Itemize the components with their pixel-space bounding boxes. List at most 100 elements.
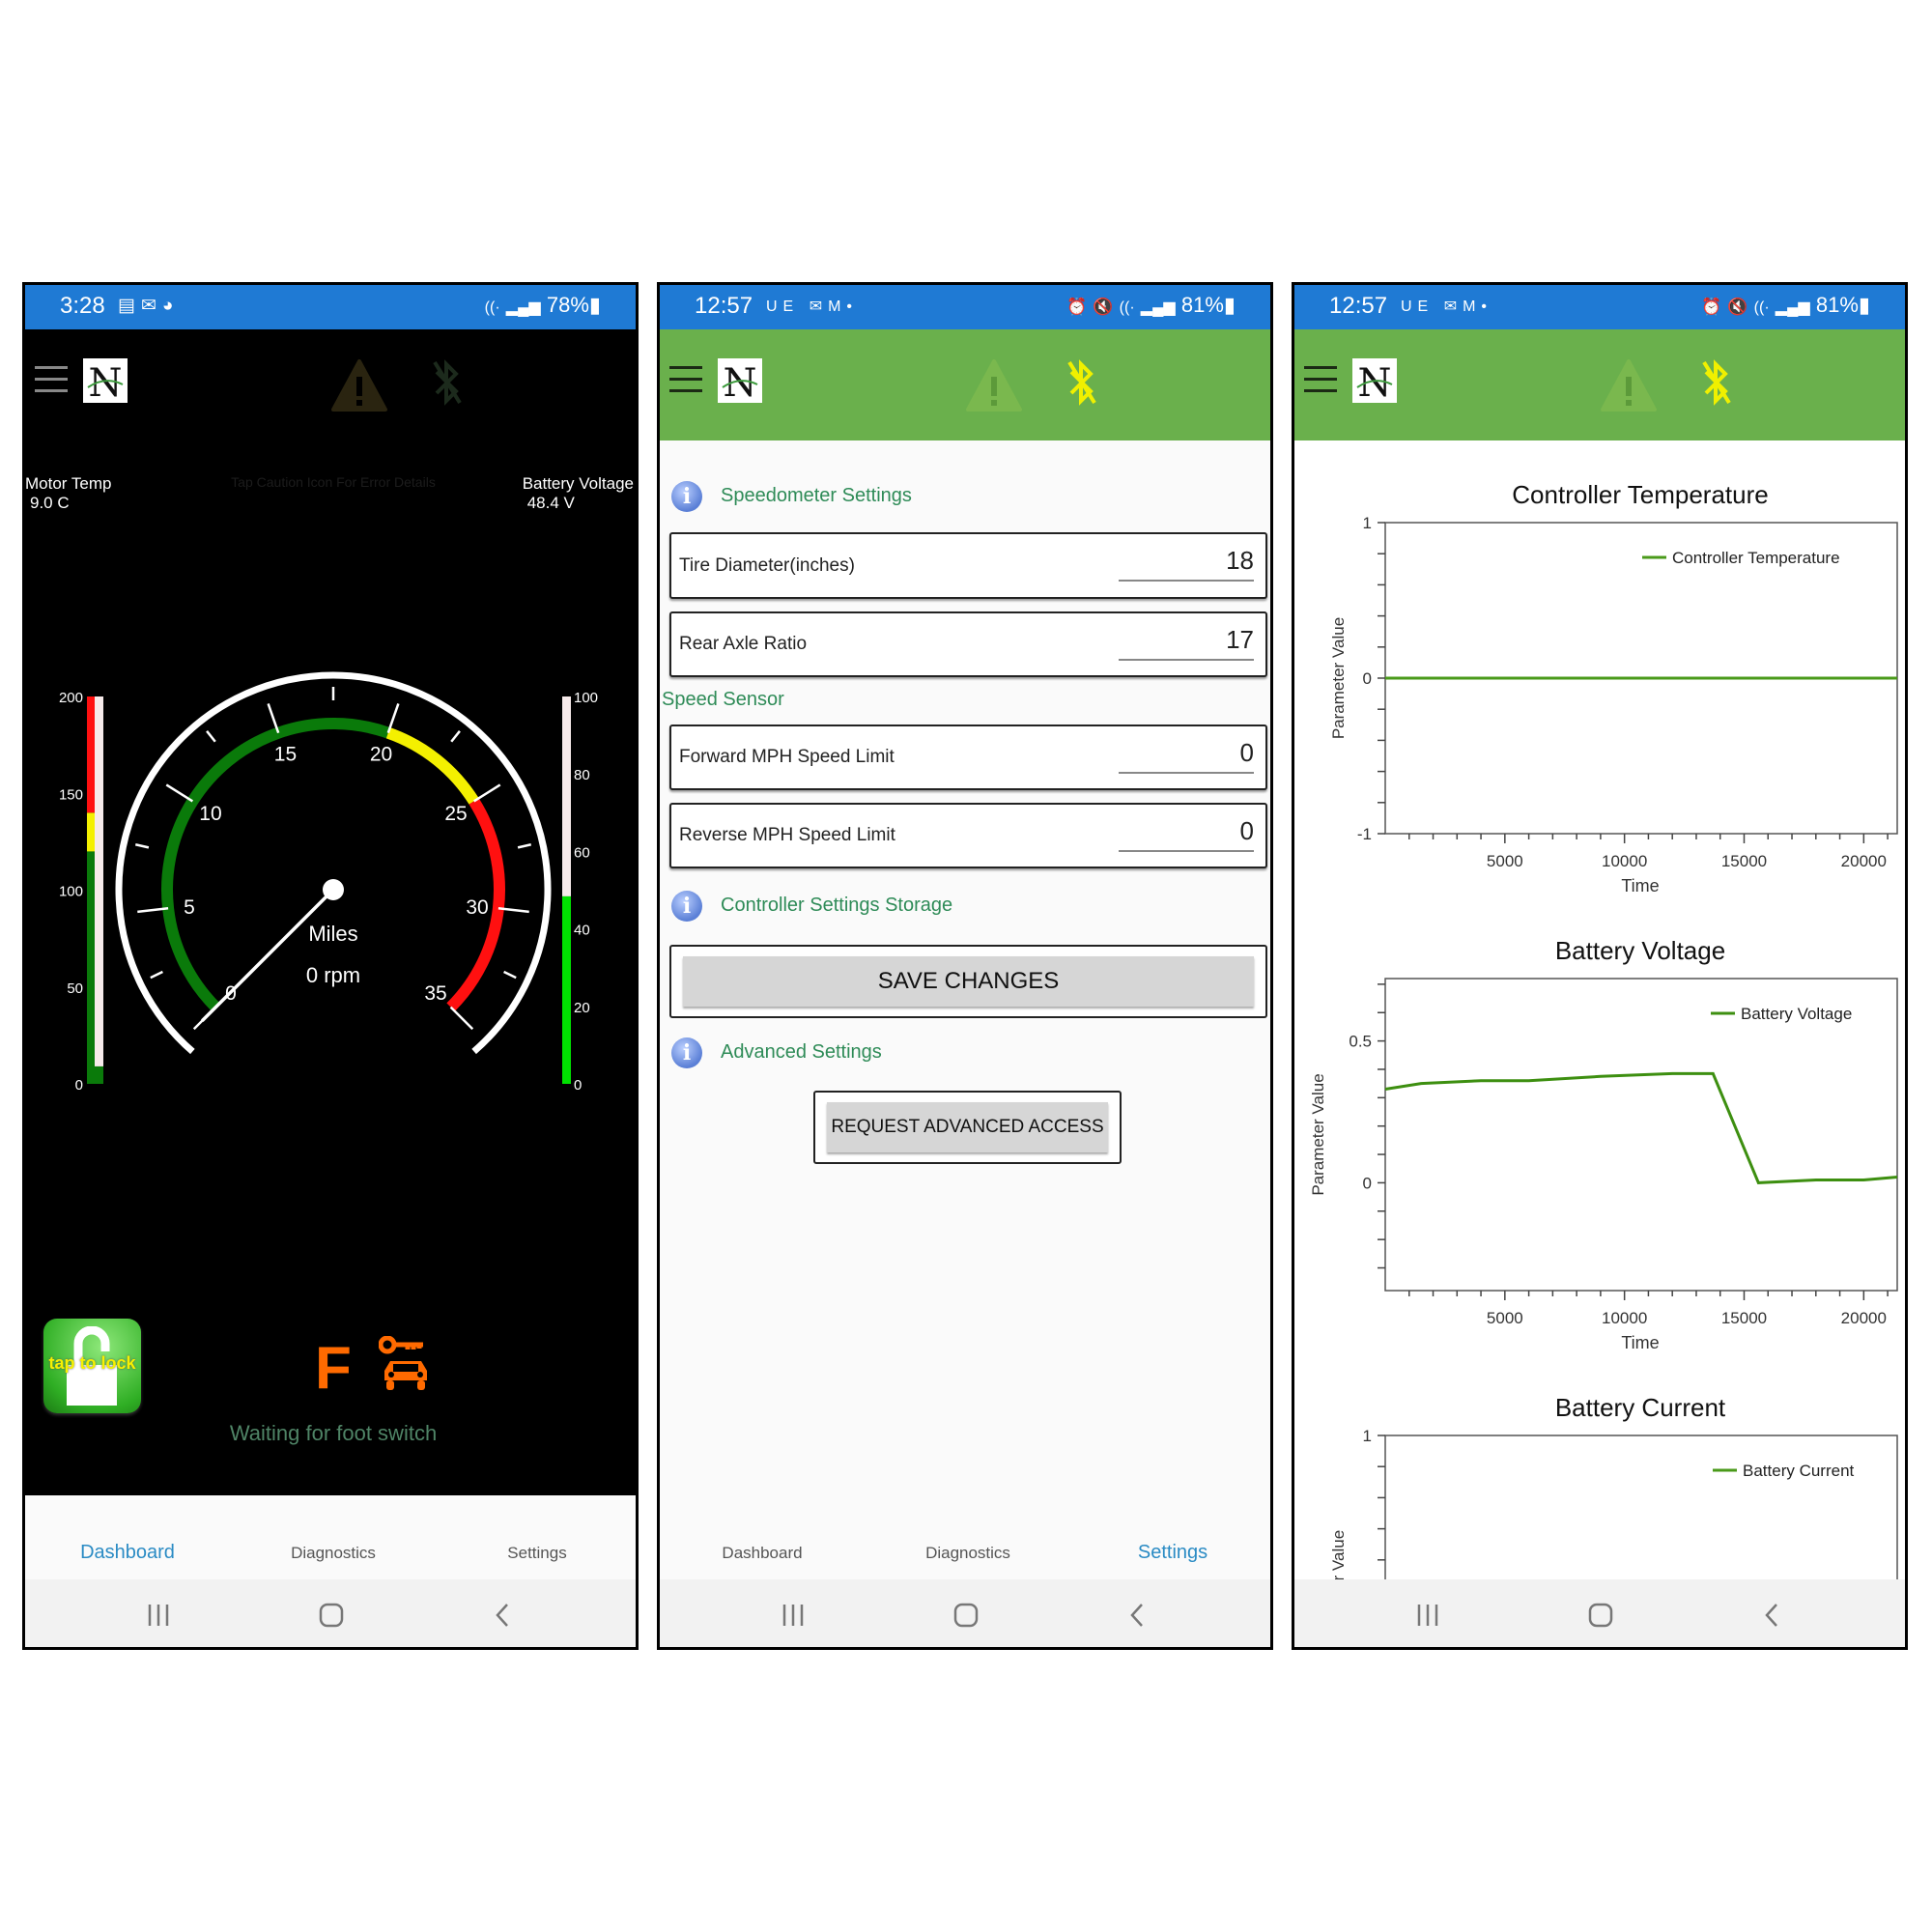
gauge-minor-tick — [503, 970, 517, 980]
temp-scale-label: 0 — [75, 1077, 83, 1094]
warning-icon[interactable] — [965, 358, 1023, 412]
notification-icons: UE ✉M• — [766, 297, 858, 316]
gauge-unit: Miles — [308, 922, 357, 946]
section-title: Advanced Settings — [721, 1041, 882, 1063]
dot-icon: • — [846, 298, 859, 315]
bluetooth-disabled-icon[interactable] — [431, 358, 464, 407]
back-icon[interactable] — [493, 1601, 512, 1630]
temp-scale-label: 200 — [59, 690, 83, 706]
wifi-icon: ((· — [1119, 299, 1135, 316]
home-icon[interactable] — [952, 1601, 980, 1630]
recent-apps-icon[interactable] — [1415, 1601, 1440, 1630]
warning-icon[interactable] — [330, 358, 388, 412]
settings-screen: 12:57 UE ✉M• ⏰ 🔇 ((· ▂▄▆ 81%▮ N i Speedo… — [657, 282, 1273, 1650]
info-icon[interactable]: i — [671, 481, 702, 512]
gauge-label: 10 — [199, 803, 221, 825]
wifi-icon: ((· — [1753, 299, 1770, 316]
system-icons: ⏰ 🔇 ((· ▂▄▆ 81%▮ — [1066, 293, 1236, 318]
gauge-major-tick — [449, 1006, 474, 1031]
carrier-label: UE — [766, 298, 800, 315]
y-tick-label: -1 — [1357, 825, 1372, 843]
tab-settings[interactable]: Settings — [1137, 1542, 1208, 1563]
gauge-major-tick — [497, 907, 529, 914]
status-bar: 12:57 UE ✉M• ⏰ 🔇 ((· ▂▄▆ 81%▮ — [1294, 285, 1905, 329]
voltage-scale-label: 80 — [574, 767, 590, 783]
bluetooth-disabled-icon[interactable] — [1065, 358, 1098, 407]
home-icon[interactable] — [1586, 1601, 1615, 1630]
warning-icon[interactable] — [1600, 358, 1658, 412]
lock-label: tap to lock — [48, 1353, 136, 1373]
info-icon[interactable]: i — [671, 891, 702, 922]
menu-icon[interactable] — [1304, 366, 1337, 393]
gauge-major-tick — [267, 703, 280, 734]
gauge-minor-tick — [450, 730, 461, 743]
y-tick-label: 0.5 — [1349, 1033, 1372, 1051]
menu-icon[interactable] — [669, 366, 702, 393]
gauge-minor-tick — [517, 843, 532, 849]
tab-dashboard[interactable]: Dashboard — [722, 1544, 803, 1562]
unlock-icon — [67, 1326, 117, 1406]
bottom-nav: Dashboard Diagnostics Settings — [660, 1495, 1270, 1579]
rear-axle-ratio-input[interactable] — [1119, 625, 1254, 661]
lock-toggle-button[interactable]: tap to lock — [43, 1319, 141, 1413]
system-icons: ((· ▂▄▆ 78%▮ — [485, 293, 601, 318]
voltage-scale-label: 60 — [574, 844, 590, 861]
tab-diagnostics[interactable]: Diagnostics — [291, 1544, 376, 1562]
dot-icon: • — [1481, 298, 1493, 315]
gauge-rpm: 0 rpm — [306, 963, 360, 987]
gauge-needle — [200, 888, 335, 1023]
tire-diameter-input[interactable] — [1119, 546, 1254, 582]
battery-percent: 81% — [1180, 293, 1224, 317]
gauge-label: 35 — [424, 982, 446, 1005]
x-tick-label: 20000 — [1841, 852, 1887, 870]
series-line — [1384, 1071, 1898, 1184]
menu-icon[interactable] — [35, 366, 68, 393]
y-tick-label: 0 — [1363, 669, 1372, 688]
gauge-major-tick — [165, 783, 194, 803]
gauge-minor-tick — [206, 730, 216, 743]
info-icon[interactable]: i — [671, 1037, 702, 1068]
reverse-speed-limit-input[interactable] — [1119, 816, 1254, 852]
tab-diagnostics[interactable]: Diagnostics — [925, 1544, 1010, 1562]
app-bar: N — [1294, 329, 1905, 440]
email-icon: ✉ — [1443, 298, 1463, 315]
alarm-icon: ⏰ — [1066, 298, 1088, 316]
back-icon[interactable] — [1762, 1601, 1781, 1630]
voltage-scale-label: 0 — [574, 1077, 582, 1094]
save-changes-container: SAVE CHANGES — [669, 945, 1267, 1018]
home-icon[interactable] — [317, 1601, 346, 1630]
wifi-icon: ((· — [484, 299, 500, 316]
battery-percent: 78% — [546, 293, 589, 317]
tab-dashboard[interactable]: Dashboard — [80, 1542, 175, 1563]
carrier-label: UE — [1401, 298, 1435, 315]
tab-settings[interactable]: Settings — [507, 1544, 567, 1562]
gauge-label: 30 — [466, 896, 488, 919]
gauge-zone-arc — [161, 718, 390, 1011]
recent-apps-icon[interactable] — [146, 1601, 171, 1630]
signal-icon: ▂▄▆ — [1140, 299, 1176, 316]
car-key-icon — [379, 1336, 427, 1390]
app-logo: N — [83, 358, 128, 406]
signal-icon: ▂▄▆ — [505, 299, 541, 316]
notes-icon: ▤ — [118, 296, 141, 316]
field-label: Reverse MPH Speed Limit — [679, 825, 895, 845]
notification-icons: ▤✉◕ — [118, 295, 179, 317]
notification-icons: UE ✉M• — [1401, 297, 1492, 316]
back-icon[interactable] — [1127, 1601, 1147, 1630]
recent-apps-icon[interactable] — [781, 1601, 806, 1630]
gauge-label: 25 — [444, 803, 467, 825]
save-changes-button[interactable]: SAVE CHANGES — [683, 956, 1254, 1007]
legend-label: Controller Temperature — [1672, 549, 1840, 567]
bluetooth-disabled-icon[interactable] — [1700, 358, 1733, 407]
caution-hint: Tap Caution Icon For Error Details — [231, 474, 436, 490]
motor-temp-readout: Motor Temp 9.0 C — [25, 474, 111, 513]
field-label: Rear Axle Ratio — [679, 634, 808, 654]
temp-bar-fill — [95, 1065, 103, 1084]
gmail-icon: M — [828, 298, 847, 315]
request-advanced-access-button[interactable]: REQUEST ADVANCED ACCESS — [827, 1102, 1108, 1152]
status-bar: 3:28 ▤✉◕ ((· ▂▄▆ 78%▮ — [25, 285, 636, 329]
mute-icon: 🔇 — [1093, 298, 1114, 316]
forward-speed-limit-input[interactable] — [1119, 738, 1254, 774]
app-bar: N — [25, 329, 636, 440]
status-time: 3:28 — [60, 293, 105, 319]
